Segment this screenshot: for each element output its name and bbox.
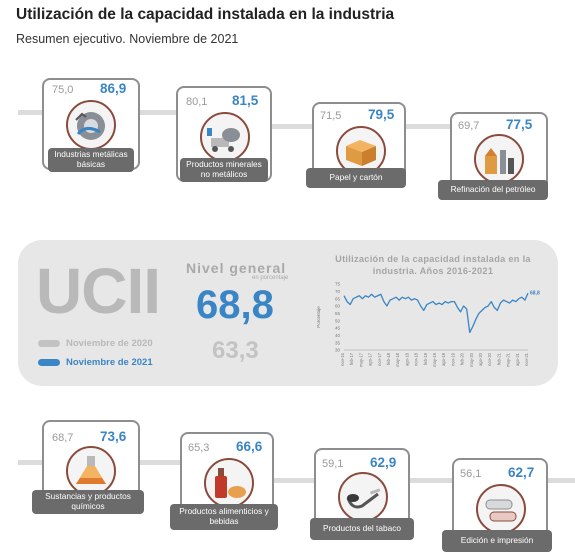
x-tick-label: may-19 <box>432 352 437 367</box>
legend-label-2020: Noviembre de 2020 <box>66 338 153 349</box>
legend-swatch-2020 <box>38 340 60 347</box>
x-tick-label: ago-17 <box>368 352 373 366</box>
cement-mixer-icon <box>200 112 250 162</box>
bottom-connector-track <box>140 460 180 465</box>
x-tick-label: ago-20 <box>478 352 483 366</box>
sector-card-quimicos: 68,7 73,6 Sustancias y productos químico… <box>32 420 144 514</box>
y-tick-label: 65 <box>335 296 341 301</box>
value-2021: 66,6 <box>236 439 263 454</box>
x-tick-label: feb-17 <box>349 352 354 365</box>
level-unit: en porcentaje <box>252 275 289 281</box>
flask-icon <box>66 446 116 496</box>
x-tick-label: feb-18 <box>386 352 391 365</box>
top-connector-track <box>272 124 312 129</box>
x-tick-label: nov-18 <box>414 352 419 365</box>
legend-swatch-2021 <box>38 359 60 366</box>
legend-label-2021: Noviembre de 2021 <box>66 357 153 368</box>
x-tick-label: feb-19 <box>423 352 428 365</box>
legend-2021: Noviembre de 2021 <box>38 357 153 368</box>
value-2020: 65,3 <box>188 442 210 454</box>
x-tick-label: nov-19 <box>450 352 455 365</box>
bottom-connector-track <box>274 478 314 483</box>
value-2020: 69,7 <box>458 120 480 132</box>
value-2020: 56,1 <box>460 468 482 480</box>
y-tick-label: 35 <box>335 340 341 345</box>
ucii-logo: UCII <box>36 255 161 327</box>
value-2021: 81,5 <box>232 93 259 108</box>
sector-label: Sustancias y productos químicos <box>32 490 144 514</box>
x-tick-label: feb-21 <box>496 352 501 365</box>
x-tick-label: may-20 <box>469 352 474 367</box>
paper-rolls-icon <box>476 484 526 534</box>
line-chart: Porcentaje 30 35 40 45 50 55 60 65 70 75 nov-16 feb-… <box>316 282 540 367</box>
top-connector-track <box>140 110 176 115</box>
y-tick-label: 55 <box>335 311 341 316</box>
value-2020: 71,5 <box>320 110 342 122</box>
page-subtitle: Resumen ejecutivo. Noviembre de 2021 <box>16 32 239 46</box>
x-tick-label: feb-20 <box>460 352 465 365</box>
y-axis-label: Porcentaje <box>316 306 321 328</box>
sector-card-minerales: 80,1 81,5 Productos minerales no metálic… <box>176 86 272 182</box>
value-2020: 59,1 <box>322 458 344 470</box>
level-value-2020: 63,3 <box>212 337 259 364</box>
refinery-icon <box>474 134 524 184</box>
value-2021: 62,7 <box>508 465 535 480</box>
x-tick-label: may-21 <box>506 352 511 367</box>
sector-card-edicion: 56,1 62,7 Edición e impresión <box>442 458 552 552</box>
bottom-connector-track <box>18 460 42 465</box>
level-title: Nivel general <box>186 260 287 276</box>
sector-card-tabaco: 59,1 62,9 Productos del tabaco <box>310 448 414 540</box>
value-2021: 79,5 <box>368 107 395 122</box>
sector-label: Papel y cartón <box>306 168 406 188</box>
x-tick-label: may-18 <box>395 352 400 367</box>
chart-title: Utilización de la capacidad instalada en… <box>335 254 531 276</box>
top-connector-track <box>18 110 42 115</box>
value-2020: 75,0 <box>52 84 74 96</box>
value-2021: 86,9 <box>100 81 127 96</box>
value-2020: 80,1 <box>186 96 208 108</box>
y-tick-label: 45 <box>335 326 341 331</box>
level-value-2021: 68,8 <box>196 283 274 327</box>
top-connector-track <box>406 124 450 129</box>
steel-coil-icon <box>66 100 116 150</box>
sector-label: Productos del tabaco <box>310 518 414 540</box>
legend-2020: Noviembre de 2020 <box>38 338 153 349</box>
sector-label: Industrias metálicas básicas <box>48 148 134 172</box>
value-2021: 73,6 <box>100 429 127 444</box>
bottle-bread-icon <box>204 458 254 508</box>
bottom-connector-track <box>410 478 452 483</box>
y-tick-label: 70 <box>335 289 341 294</box>
x-tick-label: nov-16 <box>340 352 345 365</box>
value-2020: 68,7 <box>52 432 74 444</box>
series-line <box>343 292 529 334</box>
x-tick-label: may-17 <box>358 352 363 367</box>
x-tick-label: nov-21 <box>524 352 529 365</box>
page-title: Utilización de la capacidad instalada en… <box>16 6 395 23</box>
sector-label: Refinación del petróleo <box>438 180 548 200</box>
sector-label: Edición e impresión <box>442 530 552 552</box>
cardboard-box-icon <box>336 126 386 176</box>
x-tick-label: ago-19 <box>441 352 446 366</box>
summary-panel <box>18 240 558 386</box>
sector-card-refinacion: 69,7 77,5 Refinación del petróleo <box>438 112 548 200</box>
x-tick-label: ago-18 <box>404 352 409 366</box>
sector-card-papel: 71,5 79,5 Papel y cartón <box>306 102 406 188</box>
bottom-connector-track <box>548 478 575 483</box>
sector-label: Productos alimenticios y bebidas <box>170 504 278 530</box>
x-tick-label: ago-21 <box>515 352 520 366</box>
value-2021: 62,9 <box>370 455 397 470</box>
last-value-label: 68,8 <box>530 291 540 297</box>
x-tick-label: nov-20 <box>487 352 492 365</box>
y-tick-label: 40 <box>335 333 341 338</box>
pipe-icon <box>338 472 388 522</box>
x-tick-label: nov-17 <box>377 352 382 365</box>
y-tick-label: 30 <box>335 348 341 353</box>
y-tick-label: 60 <box>335 304 341 309</box>
sector-label: Productos minerales no metálicos <box>180 158 268 182</box>
y-tick-label: 50 <box>335 318 341 323</box>
sector-card-alimenticios: 65,3 66,6 Productos alimenticios y bebid… <box>170 432 278 530</box>
y-tick-label: 75 <box>335 282 341 287</box>
sector-card-metalicas: 75,0 86,9 Industrias metálicas básicas <box>42 78 140 172</box>
value-2021: 77,5 <box>506 117 533 132</box>
